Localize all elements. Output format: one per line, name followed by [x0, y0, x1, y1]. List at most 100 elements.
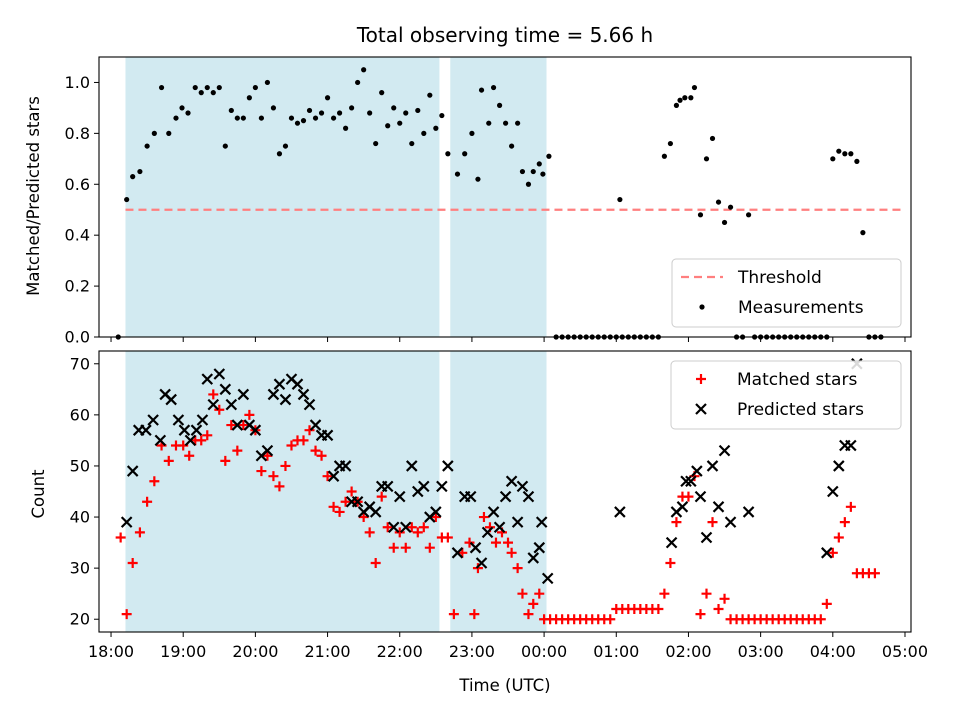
- y-tick-label: 0.8: [65, 124, 90, 143]
- y-tick-label: 50: [70, 456, 90, 475]
- matched-star-point: [202, 430, 213, 441]
- bottom-y-axis-label: Count: [29, 469, 48, 519]
- measurement-point: [349, 105, 355, 111]
- measurement-point: [546, 153, 552, 159]
- measurement-point: [409, 140, 415, 147]
- y-tick-label: 0.2: [65, 277, 90, 296]
- measurement-point: [391, 105, 397, 111]
- matched-star-point: [304, 425, 315, 436]
- y-tick-label: 0.6: [65, 175, 90, 194]
- predicted-star-point: [120, 516, 133, 528]
- top-y-axis-label: Matched/Predicted stars: [24, 96, 43, 296]
- predicted-star-point: [273, 378, 286, 390]
- matched-star-point: [286, 440, 297, 451]
- matched-star-point: [719, 593, 730, 604]
- predicted-star-point: [267, 388, 280, 401]
- matched-star-point: [707, 517, 718, 528]
- predicted-star-point: [487, 506, 500, 518]
- matched-star-point: [469, 609, 480, 620]
- predicted-star-point: [249, 424, 262, 436]
- predicted-star-point: [442, 460, 454, 472]
- predicted-star-point: [279, 393, 292, 406]
- predicted-star-point: [691, 465, 703, 477]
- predicted-star-point: [172, 414, 185, 426]
- predicted-star-point: [309, 419, 322, 431]
- predicted-star-point: [297, 388, 310, 401]
- predicted-star-point: [418, 480, 430, 493]
- matched-star-point: [490, 537, 501, 548]
- matched-star-point: [833, 532, 844, 543]
- measurement-point: [475, 176, 481, 182]
- y-tick-label: 40: [70, 508, 90, 527]
- measurement-point: [836, 148, 842, 154]
- y-tick-label: 30: [70, 559, 90, 578]
- measurement-point: [210, 90, 216, 96]
- x-tick-label: 22:00: [377, 642, 423, 661]
- predicted-star-point: [321, 429, 334, 442]
- predicted-star-point: [680, 475, 692, 488]
- matched-star-point: [412, 527, 423, 538]
- predicted-star-point: [516, 480, 529, 493]
- bottom-legend: Matched stars Predicted stars: [670, 360, 902, 430]
- measurement-point: [258, 115, 264, 121]
- measurement-point: [336, 110, 343, 116]
- measurement-point: [270, 105, 277, 111]
- predicted-star-point: [665, 536, 678, 549]
- matched-star-point: [322, 471, 333, 482]
- measurement-point: [682, 95, 688, 101]
- measurement-point: [198, 90, 204, 96]
- measurement-point: [185, 110, 191, 116]
- measurement-point: [433, 125, 439, 131]
- measurement-point: [234, 115, 240, 121]
- matched-star-point: [534, 588, 545, 599]
- measurement-point: [530, 168, 536, 175]
- measurement-point: [661, 153, 667, 159]
- measurement-point: [294, 120, 301, 126]
- legend-box: [671, 258, 902, 328]
- predicted-star-point: [436, 480, 448, 493]
- predicted-star-point: [527, 552, 540, 564]
- predicted-star-point: [724, 516, 737, 528]
- matched-star-point: [214, 404, 225, 415]
- legend-matched-swatch: [696, 374, 706, 384]
- matched-star-point: [358, 512, 369, 523]
- measurement-point: [673, 102, 680, 108]
- predicted-star-point: [533, 541, 546, 554]
- matched-star-point: [310, 445, 321, 456]
- predicted-star-point: [327, 470, 340, 482]
- matched-star-point: [346, 486, 357, 497]
- predicted-star-point: [126, 465, 139, 477]
- top-panel: 0.0 0.2 0.4 0.6 0.8 1.0 Matched/Predicted sta…: [24, 56, 912, 347]
- predicted-star-point: [399, 521, 412, 534]
- matched-star-point: [424, 542, 435, 553]
- predicted-star-point: [451, 547, 464, 559]
- measurement-point: [151, 130, 157, 136]
- matched-star-point: [821, 598, 832, 609]
- predicted-star-point: [430, 506, 442, 518]
- matched-star-point: [400, 542, 411, 553]
- predicted-star-point: [231, 419, 244, 431]
- measurement-point: [688, 95, 694, 101]
- measurement-point: [276, 151, 283, 157]
- matched-star-point: [382, 522, 393, 533]
- measurement-point: [158, 84, 165, 91]
- measurement-point: [137, 168, 143, 175]
- matched-star-point: [364, 527, 375, 538]
- measurement-point: [264, 79, 271, 86]
- predicted-star-point: [369, 506, 382, 518]
- matched-star-point: [523, 609, 534, 620]
- matched-star-point: [517, 588, 528, 599]
- measurement-point: [490, 84, 497, 91]
- predicted-star-point: [833, 460, 845, 472]
- measurement-point: [525, 181, 532, 187]
- matched-star-point: [149, 476, 160, 487]
- matched-star-point: [827, 547, 838, 558]
- predicted-star-point: [827, 485, 839, 498]
- matched-star-point: [262, 450, 273, 461]
- predicted-star-point: [165, 393, 177, 406]
- predicted-star-point: [464, 490, 477, 503]
- matched-star-point: [127, 558, 138, 569]
- measurement-point: [519, 168, 526, 175]
- x-tick-label: 20:00: [232, 642, 278, 661]
